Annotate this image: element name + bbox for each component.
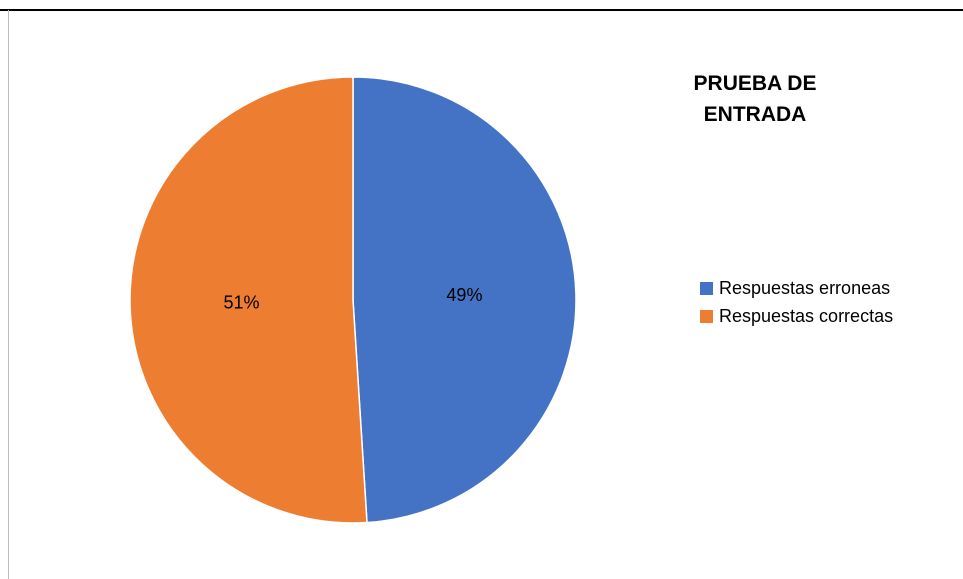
frame-top-border: [0, 9, 963, 11]
chart-title-line-2: ENTRADA: [703, 103, 807, 126]
chart-title-line-1: PRUEBA DE: [693, 72, 817, 95]
chart-title: PRUEBA DE ENTRADA: [640, 68, 870, 130]
pie-slice-0: [352, 76, 577, 524]
legend-item-erroneas: Respuestas erroneas: [700, 274, 893, 302]
legend-label-correctas: Respuestas correctas: [719, 305, 894, 326]
pie-data-label-1: 51%: [224, 292, 260, 312]
pie-data-label-0: 49%: [446, 285, 482, 305]
legend-swatch-correctas: [700, 309, 713, 323]
frame-left-border: [8, 10, 9, 579]
chart-legend: Respuestas erroneas Respuestas correctas: [700, 274, 893, 330]
legend-label-erroneas: Respuestas erroneas: [719, 277, 891, 298]
pie-slice-1: [129, 76, 368, 524]
legend-swatch-erroneas: [700, 281, 713, 295]
legend-item-correctas: Respuestas correctas: [700, 302, 893, 330]
